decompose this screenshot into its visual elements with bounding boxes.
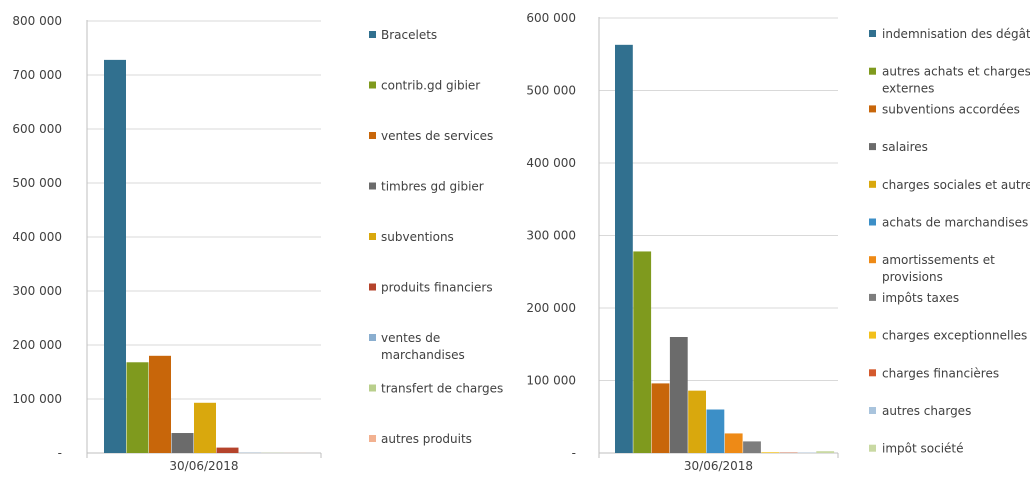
- legend-swatch: [369, 182, 376, 190]
- legend-swatch: [369, 132, 376, 139]
- legend-label: timbres gd gibier: [381, 180, 484, 194]
- legend-label: charges sociales et autres: [882, 178, 1030, 192]
- legend-swatch: [869, 293, 876, 301]
- y-tick-label: -: [572, 446, 576, 460]
- legend-swatch: [369, 81, 376, 89]
- legend-swatch: [869, 331, 876, 339]
- legend-swatch: [369, 283, 376, 291]
- legend-label: contrib.gd gibier: [381, 79, 480, 93]
- legend-swatch: [869, 67, 876, 75]
- legend-swatch: [869, 444, 876, 452]
- legend-label: externes: [882, 82, 934, 96]
- legend-label: ventes de: [381, 331, 440, 345]
- bar-2-8: [743, 441, 761, 453]
- legend-label: Bracelets: [381, 28, 437, 42]
- chart-1: - 100 000 200 000 300 000 400 000 500 000 600 …: [12, 14, 503, 473]
- bar-1-1: [104, 59, 126, 453]
- bar-1-2: [126, 362, 149, 453]
- y-tick-label: 500 000: [12, 176, 62, 190]
- bar-2-5: [688, 390, 706, 453]
- y-tick-label: 200 000: [526, 301, 576, 315]
- legend-label: produits financiers: [381, 281, 493, 295]
- legend-swatch: [869, 407, 876, 414]
- legend-label: autres produits: [381, 432, 472, 446]
- legend-swatch: [369, 31, 376, 38]
- bar-2-1: [615, 44, 633, 453]
- y-tick-label: 100 000: [12, 392, 62, 406]
- x-category-label: 30/06/2018: [684, 459, 753, 473]
- legend-swatch: [869, 105, 876, 113]
- legend-label: salaires: [882, 140, 928, 154]
- y-tick-label: 600 000: [12, 122, 62, 136]
- legend-swatch: [369, 233, 376, 240]
- y-tick-label: 400 000: [526, 156, 576, 170]
- y-tick-label: 100 000: [526, 374, 576, 388]
- legend-1: Bracelets contrib.gd gibier ventes de serv…: [369, 28, 503, 446]
- legend-label: subventions: [381, 230, 454, 244]
- legend-label: achats de marchandises: [882, 216, 1028, 230]
- legend-label: marchandises: [381, 348, 465, 362]
- y-tick-label: 600 000: [526, 11, 576, 25]
- legend-label: amortissements et: [882, 253, 995, 267]
- bar-2-6: [706, 409, 725, 453]
- legend-swatch: [869, 30, 876, 37]
- legend-swatch: [869, 218, 876, 226]
- y-tick-label: 800 000: [12, 14, 62, 28]
- y-tick-label: 300 000: [526, 229, 576, 243]
- legend-label: impôts taxes: [882, 291, 959, 305]
- legend-swatch: [869, 256, 876, 264]
- y-tick-label: 400 000: [12, 230, 62, 244]
- chart-2: - 100 000 200 000 300 000 400 000 500 000 600 …: [526, 11, 1030, 473]
- bar-2-12: [816, 451, 835, 453]
- bar-2-4: [669, 337, 688, 453]
- bar-2-3: [651, 383, 670, 453]
- legend-swatch: [369, 334, 376, 341]
- legend-label: charges exceptionnelles: [882, 329, 1027, 343]
- legend-label: subventions accordées: [882, 102, 1020, 116]
- x-category-label: 30/06/2018: [169, 459, 238, 473]
- bar-1-3: [149, 355, 171, 453]
- legend-label: indemnisation des dégâts: [882, 27, 1030, 41]
- legend-label: ventes de services: [381, 129, 493, 143]
- bar-1-4: [171, 433, 194, 453]
- y-tick-label: 700 000: [12, 68, 62, 82]
- legend-label: autres achats et charges: [882, 65, 1030, 79]
- legend-2: indemnisation des dégâts autres achats et…: [869, 27, 1030, 456]
- bar-2-2: [633, 251, 652, 453]
- legend-label: provisions: [882, 270, 943, 284]
- bar-1-5: [194, 402, 216, 453]
- y-tick-label: 500 000: [526, 84, 576, 98]
- legend-swatch: [869, 369, 876, 377]
- y-tick-label: -: [58, 446, 62, 460]
- legend-swatch: [369, 435, 376, 442]
- y-tick-label: 200 000: [12, 338, 62, 352]
- bar-1-6: [216, 447, 239, 453]
- bar-2-9: [761, 452, 780, 453]
- legend-swatch: [869, 180, 876, 188]
- legend-label: autres charges: [882, 404, 971, 418]
- bar-2-7: [724, 433, 743, 453]
- legend-label: transfert de charges: [381, 382, 503, 396]
- legend-swatch: [369, 384, 376, 392]
- legend-label: impôt société: [882, 442, 964, 456]
- legend-label: charges financières: [882, 366, 999, 380]
- y-tick-label: 300 000: [12, 284, 62, 298]
- legend-swatch: [869, 143, 876, 151]
